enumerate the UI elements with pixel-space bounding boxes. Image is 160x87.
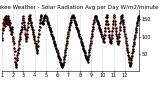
- Title: Milwaukee Weather - Solar Radiation Avg per Day W/m2/minute: Milwaukee Weather - Solar Radiation Avg …: [0, 5, 159, 10]
